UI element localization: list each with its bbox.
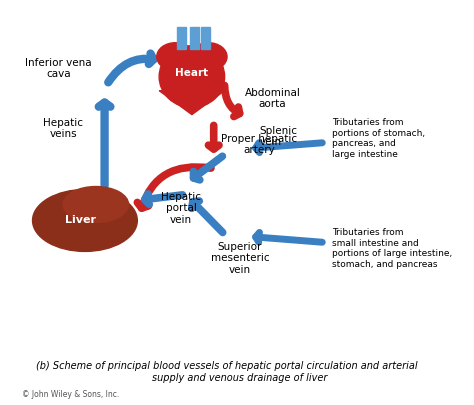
- Ellipse shape: [190, 43, 227, 71]
- Polygon shape: [159, 91, 225, 115]
- Bar: [201, 27, 210, 49]
- Text: Hepatic
veins: Hepatic veins: [43, 118, 83, 139]
- Text: © John Wiley & Sons, Inc.: © John Wiley & Sons, Inc.: [22, 390, 119, 399]
- Text: Superior
mesenteric
vein: Superior mesenteric vein: [210, 242, 269, 275]
- Text: Tributaries from
small intestine and
portions of large intestine,
stomach, and p: Tributaries from small intestine and por…: [332, 228, 452, 269]
- Bar: [190, 27, 199, 49]
- Ellipse shape: [63, 187, 128, 222]
- Text: Inferior vena
cava: Inferior vena cava: [26, 58, 92, 79]
- Text: Liver: Liver: [65, 215, 96, 226]
- Ellipse shape: [159, 46, 225, 108]
- Ellipse shape: [157, 43, 194, 71]
- Text: Splenic
vein: Splenic vein: [260, 126, 298, 147]
- Ellipse shape: [33, 190, 137, 252]
- Text: Tributaries from
portions of stomach,
pancreas, and
large intestine: Tributaries from portions of stomach, pa…: [332, 119, 425, 159]
- Text: Proper hepatic
artery: Proper hepatic artery: [221, 134, 298, 156]
- Text: (b) Scheme of principal blood vessels of hepatic portal circulation and arterial: (b) Scheme of principal blood vessels of…: [36, 362, 418, 383]
- Text: Abdominal
aorta: Abdominal aorta: [245, 88, 301, 109]
- Text: Heart: Heart: [175, 68, 209, 78]
- Text: Hepatic
portal
vein: Hepatic portal vein: [161, 192, 201, 225]
- Bar: [177, 27, 186, 49]
